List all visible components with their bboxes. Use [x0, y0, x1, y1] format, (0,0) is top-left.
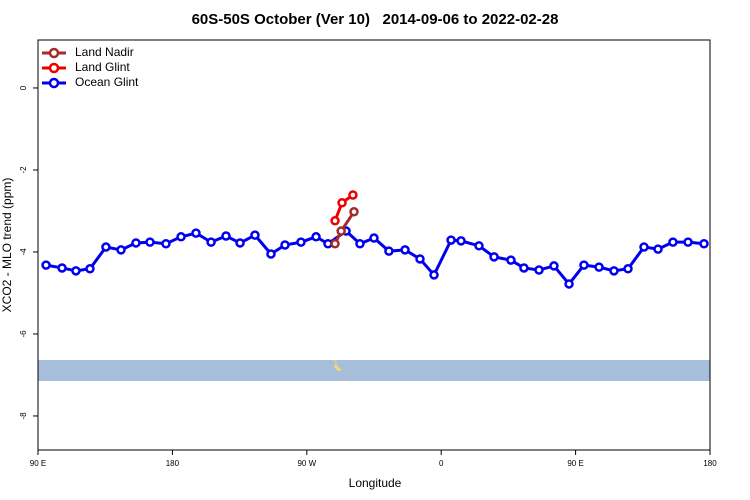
point [206, 237, 216, 247]
point [639, 242, 649, 252]
point [429, 270, 439, 280]
x-axis-label: Longitude [349, 476, 402, 490]
point [311, 232, 321, 242]
y-tick-label: -6 [19, 330, 28, 338]
point [131, 238, 141, 248]
point [266, 249, 276, 259]
y-tick-label: -8 [19, 412, 28, 420]
point [519, 263, 529, 273]
x-tick-label: 0 [439, 459, 444, 468]
point [699, 239, 709, 249]
point [653, 244, 663, 254]
point [534, 265, 544, 275]
x-tick-label: 180 [166, 459, 180, 468]
y-tick-label: -2 [19, 166, 28, 174]
point [250, 230, 260, 240]
point [609, 266, 619, 276]
point [355, 239, 365, 249]
point [348, 190, 358, 200]
point [85, 264, 95, 274]
point [330, 216, 340, 226]
point [446, 235, 456, 245]
point [415, 254, 425, 264]
point [489, 252, 499, 262]
point [235, 238, 245, 248]
point [474, 241, 484, 251]
x-tick-label: 90 E [30, 459, 46, 468]
legend-marker [48, 77, 60, 89]
x-tick-label: 180 [703, 459, 717, 468]
point [349, 207, 359, 217]
map-strip [38, 360, 710, 381]
point [456, 236, 466, 246]
point [400, 245, 410, 255]
point [71, 266, 81, 276]
legend-marker [48, 62, 60, 74]
point [280, 240, 290, 250]
point [549, 261, 559, 271]
point [191, 228, 201, 238]
point [337, 198, 347, 208]
point [623, 264, 633, 274]
point [145, 237, 155, 247]
legend-label: Land Nadir [75, 45, 134, 59]
point [336, 226, 346, 236]
point [161, 239, 171, 249]
point [221, 231, 231, 241]
y-tick-label: 0 [19, 85, 28, 90]
y-tick-label: -4 [19, 248, 28, 256]
x-tick-label: 90 E [567, 459, 583, 468]
point [116, 245, 126, 255]
point [330, 239, 340, 249]
point [506, 255, 516, 265]
legend-label: Ocean Glint [75, 75, 139, 89]
point [579, 260, 589, 270]
point [369, 233, 379, 243]
point [384, 246, 394, 256]
land-patch [331, 360, 342, 371]
x-tick-label: 90 W [297, 459, 316, 468]
point [668, 237, 678, 247]
point [176, 232, 186, 242]
point [101, 242, 111, 252]
legend-label: Land Glint [75, 60, 130, 74]
point [41, 260, 51, 270]
legend-marker [48, 47, 60, 59]
chart-title: 60S-50S October (Ver 10) 2014-09-06 to 2… [192, 11, 559, 28]
point [594, 262, 604, 272]
point [57, 263, 67, 273]
point [683, 237, 693, 247]
point [564, 279, 574, 289]
plot-frame [37, 39, 711, 451]
y-axis-label: XCO2 - MLO trend (ppm) [0, 178, 14, 313]
point [296, 237, 306, 247]
